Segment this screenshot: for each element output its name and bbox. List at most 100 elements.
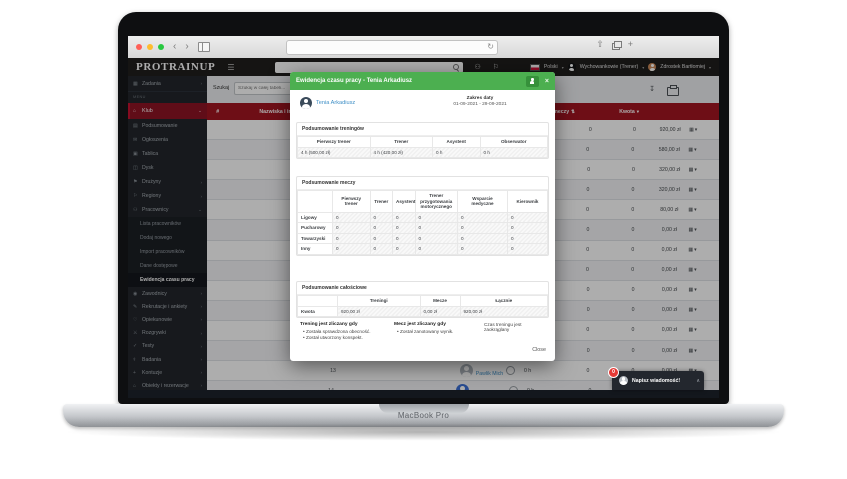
chevron-down-icon: ▾ [694, 347, 697, 354]
sidebar-item[interactable]: ✎ Rekrutacje i ankiety › [128, 300, 207, 313]
cell-kwota: 80,00 zł [660, 206, 679, 213]
forward-icon[interactable]: › [185, 41, 189, 52]
row-calendar-button[interactable]: ▦▾ [689, 167, 697, 173]
sidebar-item-icon: ⚔ [133, 330, 138, 337]
window-minimize-button[interactable] [147, 44, 153, 50]
row-calendar-button[interactable]: ▦▾ [688, 187, 696, 193]
close-button[interactable]: Close [532, 347, 546, 353]
row-calendar-button[interactable]: ▦▾ [689, 348, 697, 354]
sidebar-subitem[interactable]: Dodaj nowego [128, 231, 207, 245]
app-navbar: PROTRAINUP ☰ ⚇ ⚐ Polski ▾ Wychowankowie … [128, 58, 719, 76]
td-value: 0 [507, 222, 548, 234]
sidebar-item[interactable]: ▤ Podsumowanie [128, 119, 207, 133]
language-menu[interactable]: Polski [543, 64, 558, 70]
row-calendar-button[interactable]: ▦▾ [688, 267, 696, 273]
chevron-down-icon: ▾ [694, 186, 697, 193]
trainings-summary-table: Pierwszy trener Trener Asystent Obserwat… [297, 136, 548, 158]
protrainup-logo[interactable]: PROTRAINUP [136, 61, 216, 73]
sidebar-item-klub[interactable]: ⌂ Klub ⌄ [128, 103, 207, 119]
cell-ilosc-treningow: 0 [586, 347, 590, 354]
player-name-link[interactable]: Tenia Arkadiusz [316, 100, 356, 106]
window-zoom-button[interactable] [158, 44, 164, 50]
hamburger-menu-icon[interactable]: ☰ [227, 62, 235, 72]
row-calendar-button[interactable]: ▦▾ [688, 207, 696, 213]
search-icon[interactable] [452, 64, 459, 70]
sidebar-subitem[interactable]: Ewidencja czasu pracy [128, 273, 207, 287]
sidebar-item[interactable]: ✉ Ogłoszenia [128, 133, 207, 147]
sidebar-item[interactable]: ⚑ Drużyny › [128, 175, 207, 189]
cell-ilosc-meczy: 0 [631, 347, 635, 354]
sidebar-subitem[interactable]: Import pracowników [128, 245, 207, 259]
th-empty [297, 295, 338, 307]
row-calendar-button[interactable]: ▦▾ [689, 307, 697, 313]
print-icon[interactable] [667, 85, 679, 96]
notifications-icon[interactable]: ⚐ [492, 64, 500, 71]
person-icon [529, 78, 535, 84]
global-search-input[interactable] [274, 61, 463, 73]
row-label: Towarzyski [297, 232, 333, 244]
sidebar-item[interactable]: ♡ Opiekunowie › [128, 313, 207, 326]
sidebar-subitem[interactable]: Dane dostępowe [128, 259, 207, 273]
global-search[interactable] [274, 61, 463, 73]
sidebar-item[interactable]: ✓ Testy › [128, 340, 207, 353]
print-report-button[interactable] [525, 75, 539, 87]
row-calendar-button[interactable]: ▦▾ [688, 327, 696, 333]
cell-ilosc-treningow: 0 [586, 247, 590, 254]
td-value: 0 [369, 243, 393, 255]
sidebar-item[interactable]: ▣ Tablica [128, 147, 207, 161]
share-icon[interactable]: ⇧ [596, 39, 604, 49]
url-bar[interactable]: ↻ [286, 40, 498, 55]
close-icon[interactable]: × [544, 77, 549, 85]
player-name-link[interactable]: Pawlik Mich [475, 370, 504, 377]
club-menu[interactable]: Wychowankowie (Trener) [579, 64, 639, 70]
row-calendar-button[interactable]: ▦▾ [688, 368, 696, 374]
sort-icon[interactable]: ⇅ [571, 108, 575, 114]
note-time: Czas treningu jest zaokrąglany [484, 322, 546, 332]
sidebar-item[interactable]: ◉ Zawodnicy › [128, 287, 207, 300]
row-calendar-button[interactable]: ▦▾ [689, 127, 697, 133]
sidebar-toggle-icon[interactable] [197, 42, 210, 52]
row-calendar-button[interactable]: ▦▾ [688, 147, 696, 153]
row-calendar-button[interactable]: ▦▾ [689, 287, 697, 293]
chevron-icon: › [200, 179, 202, 185]
sidebar-item[interactable]: ◫ Dysk [128, 161, 207, 175]
col-header-kwota[interactable]: Kwota ▾ [607, 109, 651, 115]
sidebar-item[interactable]: ⚔ Rozgrywki › [128, 327, 207, 340]
calendar-icon: ▦ [688, 287, 694, 294]
sidebar-item[interactable]: + Kontuzje › [128, 366, 207, 379]
sidebar-subitem[interactable]: Lista pracowników [128, 217, 207, 231]
macbook-label: MacBook Pro [397, 411, 450, 420]
table-row[interactable]: 13 Pawlik Mich 0 h 0 0 0,00 zł ▦▾ [207, 361, 719, 382]
back-icon[interactable]: ‹ [173, 41, 177, 52]
work-time-modal: Ewidencja czasu pracy - Tenia Arkadiusz … [290, 72, 555, 361]
col-header-name[interactable]: Nazwiska i imiona [259, 108, 304, 115]
chevron-down-icon: ▾ [694, 267, 697, 274]
sidebar-item[interactable]: ⚇ Pracownicy ⌄ [128, 203, 207, 217]
chevron-down-icon: ▾ [694, 307, 697, 314]
reload-icon[interactable]: ↻ [487, 42, 494, 51]
td-value: 4 h (420,00 zł) [369, 146, 433, 158]
user-menu[interactable]: Zdrostek Bartłomiej [660, 64, 705, 70]
totals-summary-box: Podsumowanie całościowe Treningi Mecze Ł… [296, 281, 549, 318]
tabs-overview-icon[interactable] [611, 41, 622, 50]
new-tab-icon[interactable]: + [627, 39, 633, 49]
sidebar-item[interactable]: ⚕ Badania › [128, 353, 207, 366]
row-calendar-button[interactable]: ▦▾ [688, 247, 696, 253]
window-close-button[interactable] [136, 44, 142, 50]
download-icon[interactable]: ↧ [649, 86, 655, 93]
sidebar-item[interactable]: ⌂ Obiekty i rezerwacje › [128, 379, 207, 392]
add-user-icon[interactable]: ⚇ [474, 64, 481, 71]
th-pierwszy-trener: Pierwszy trener [297, 136, 371, 148]
sort-desc-icon[interactable]: ▾ [636, 108, 640, 114]
sidebar-item-icon: ♡ [133, 316, 138, 323]
chevron-up-icon[interactable]: ∧ [696, 377, 700, 384]
chat-widget[interactable]: 0 Napisz wiadomość! ∧ [608, 367, 704, 390]
th-col: Pierwszy trener [332, 190, 371, 213]
row-calendar-button[interactable]: ▦▾ [688, 227, 696, 233]
sidebar-item-icon: ⚕ [133, 356, 136, 363]
sidebar-item-zadania[interactable]: ▦ Zadania › [128, 76, 207, 92]
sidebar-item[interactable]: ⚐ Regiony › [128, 189, 207, 203]
col-header-num[interactable]: # [216, 108, 220, 115]
sidebar-item-label: Zadania [142, 80, 161, 87]
sidebar-item-icon: ▣ [133, 151, 138, 157]
